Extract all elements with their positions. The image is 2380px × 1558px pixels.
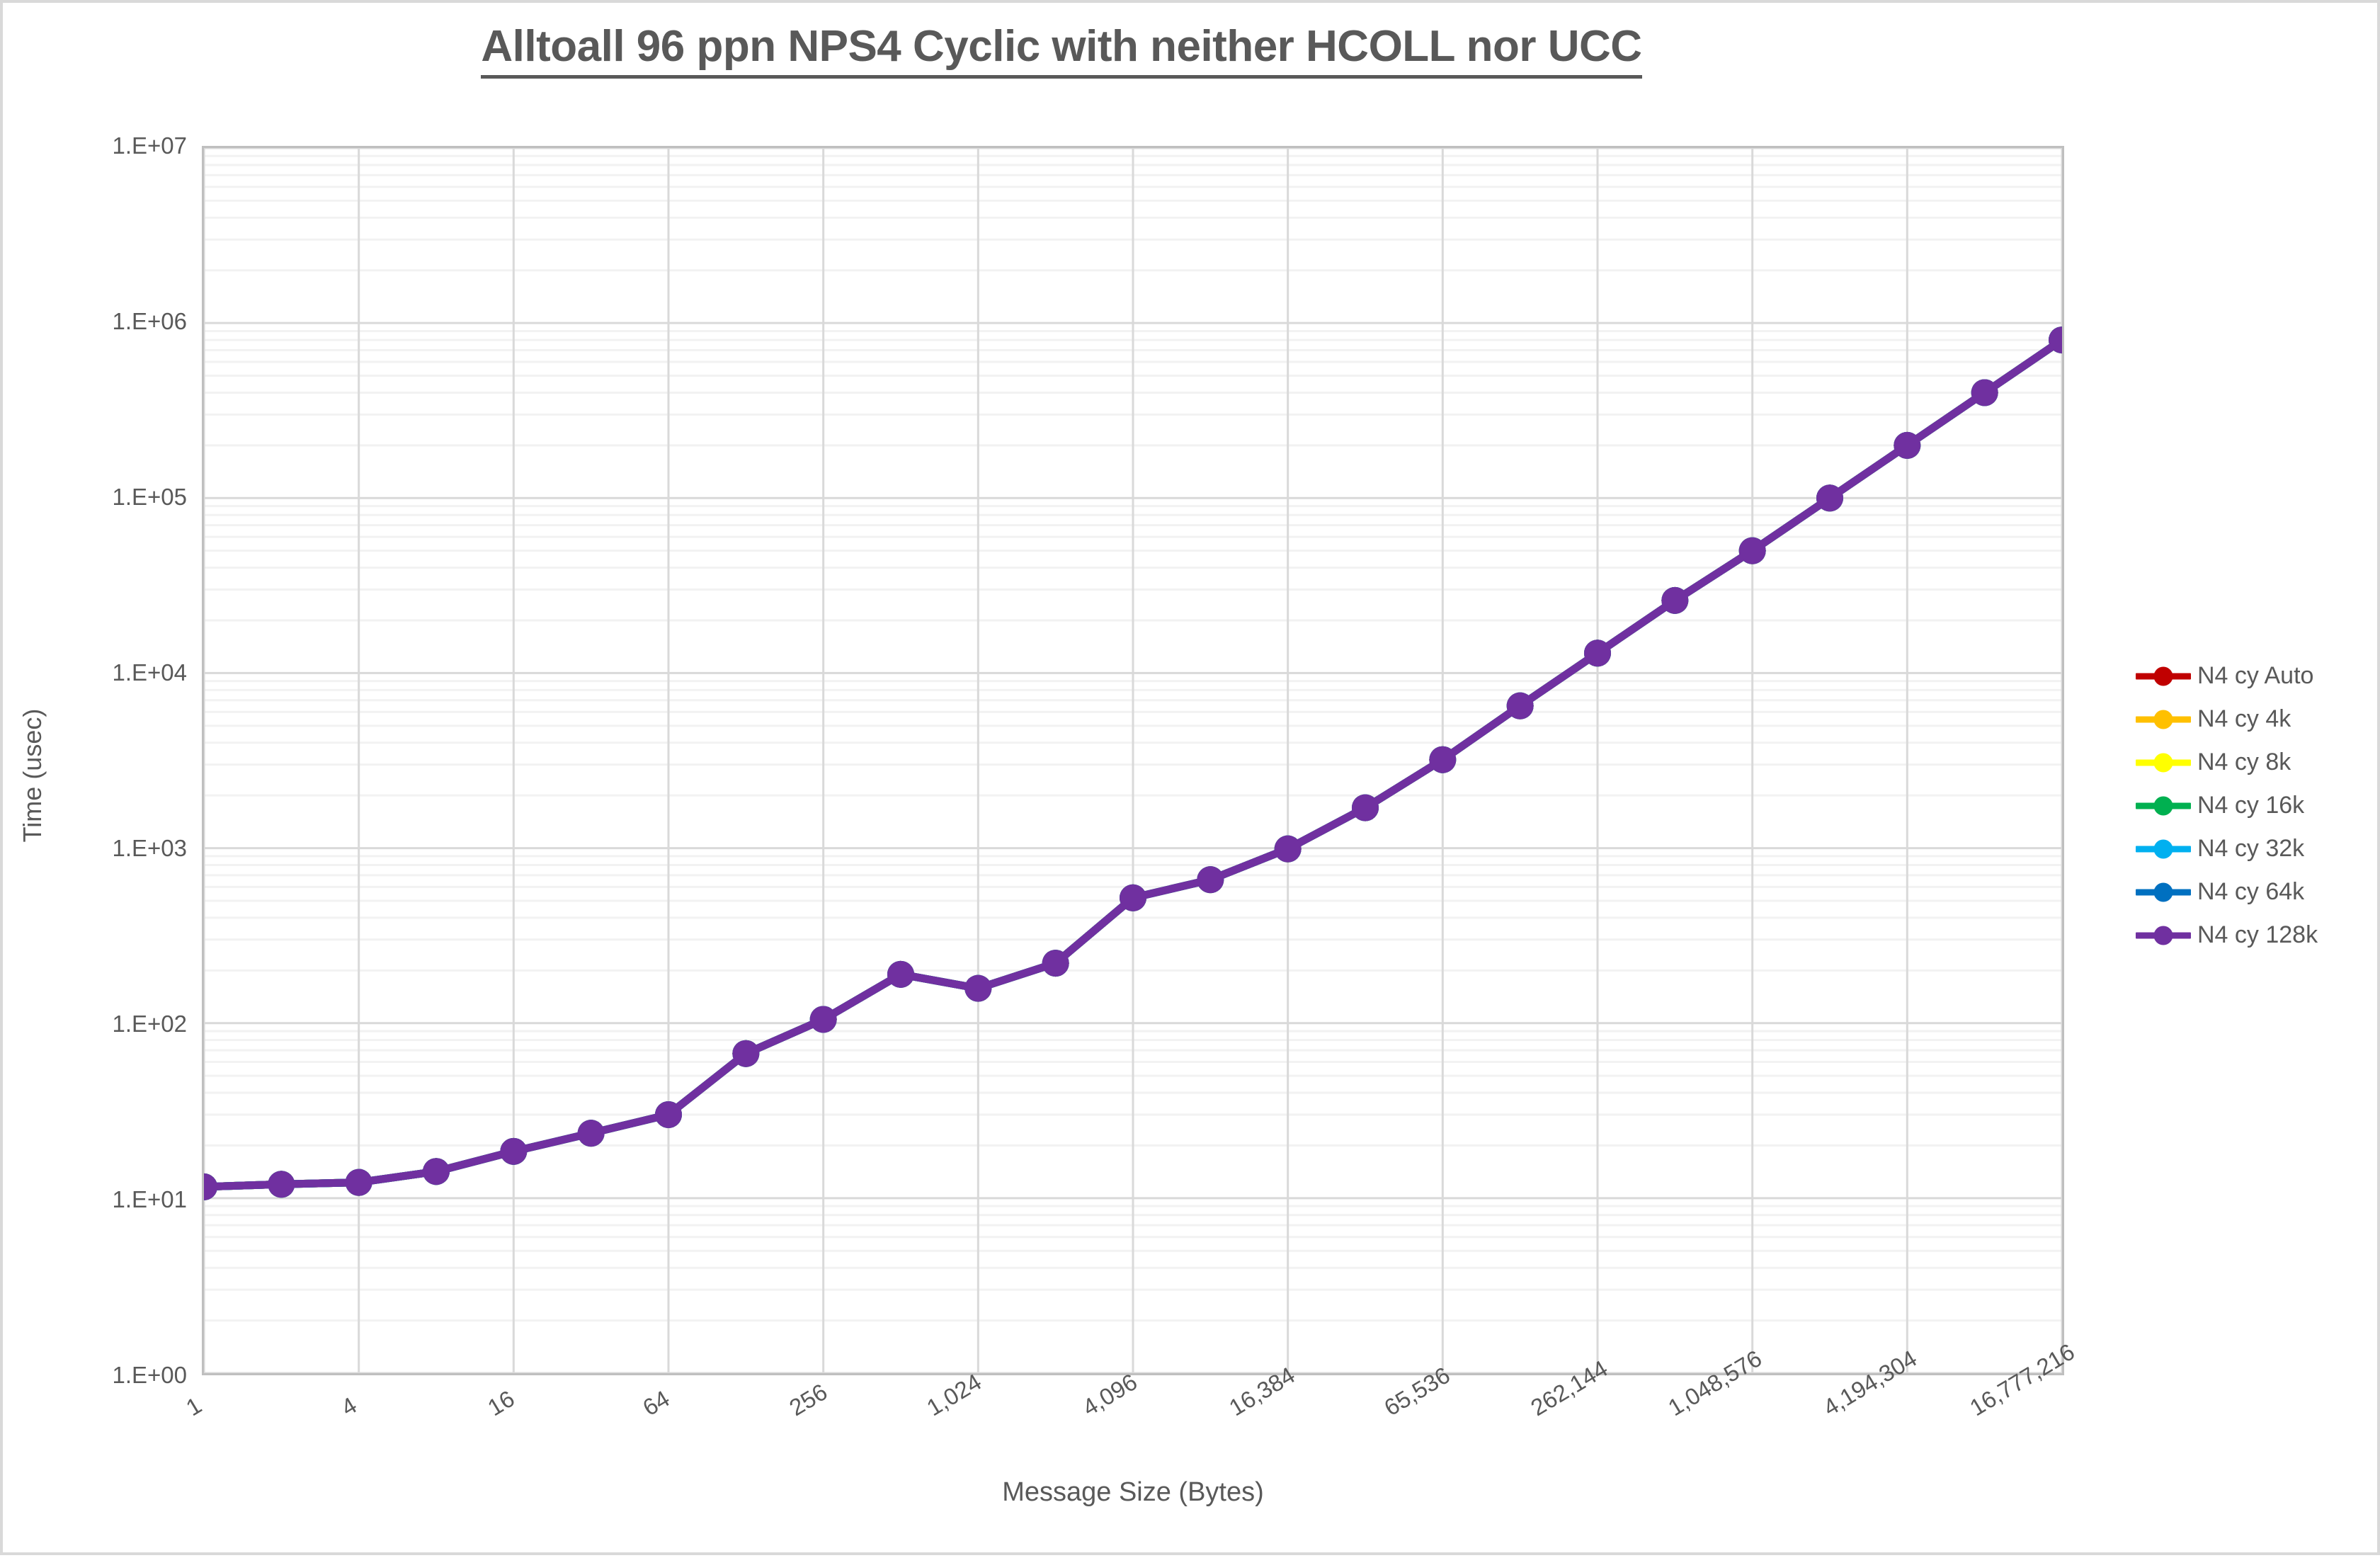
- y-axis-tick-label: 1.E+07: [112, 132, 187, 159]
- data-point: [964, 974, 992, 1002]
- legend-item-n4-cy-64k[interactable]: N4 cy 64k: [2136, 870, 2369, 914]
- plot-area: [202, 146, 2064, 1375]
- x-axis-tick-label: 4,096: [1077, 1368, 1141, 1421]
- legend-item-n4-cy-32k[interactable]: N4 cy 32k: [2136, 827, 2369, 870]
- y-axis-tick-label: 1.E+04: [112, 659, 187, 686]
- data-point: [500, 1137, 528, 1165]
- x-axis-tick-label: 256: [784, 1378, 832, 1421]
- legend-item-n4-cy-16k[interactable]: N4 cy 16k: [2136, 784, 2369, 827]
- data-point: [1738, 537, 1766, 564]
- legend-label: N4 cy 16k: [2197, 792, 2305, 819]
- legend-marker-icon: [2136, 709, 2191, 730]
- data-point: [2049, 326, 2062, 354]
- y-axis-tick-label: 1.E+02: [112, 1011, 187, 1037]
- legend-label: N4 cy 4k: [2197, 705, 2291, 732]
- legend-label: N4 cy 32k: [2197, 835, 2305, 862]
- y-axis-tick-label: 1.E+06: [112, 308, 187, 334]
- x-axis-title: Message Size (Bytes): [1002, 1477, 1264, 1507]
- x-axis-tick-label: 16,777,216: [1965, 1338, 2080, 1421]
- legend-dot-swatch: [2153, 666, 2173, 686]
- data-point: [1971, 379, 1998, 406]
- legend-label: N4 cy Auto: [2197, 662, 2314, 689]
- data-point: [887, 960, 914, 988]
- gridlines: [204, 148, 2062, 1373]
- data-point: [1120, 884, 1146, 911]
- x-axis-tick-label: 1,048,576: [1663, 1345, 1767, 1421]
- legend-item-n4-cy-4k[interactable]: N4 cy 4k: [2136, 698, 2369, 741]
- legend-marker-icon: [2136, 795, 2191, 817]
- data-point: [1584, 639, 1611, 667]
- legend-marker-icon: [2136, 925, 2191, 946]
- x-axis-tick-label: 4: [336, 1392, 361, 1421]
- data-point: [268, 1171, 295, 1198]
- legend-dot-swatch: [2153, 926, 2173, 945]
- chart-title-text: Alltoall 96 ppn NPS4 Cyclic with neither…: [481, 22, 1642, 79]
- data-point: [1352, 794, 1379, 821]
- data-point: [423, 1158, 450, 1185]
- legend-item-n4-cy-8k[interactable]: N4 cy 8k: [2136, 741, 2369, 784]
- legend-dot-swatch: [2153, 753, 2173, 772]
- data-point: [1197, 866, 1224, 894]
- data-point: [655, 1101, 682, 1128]
- x-axis-tick-label: 64: [638, 1384, 674, 1421]
- legend-marker-icon: [2136, 752, 2191, 773]
- x-axis-tick-label: 1,024: [922, 1368, 986, 1421]
- x-axis-tick-label: 262,144: [1525, 1355, 1612, 1421]
- x-axis-tick-label: 4,194,304: [1818, 1345, 1922, 1421]
- data-point: [732, 1040, 760, 1067]
- series-lines: [204, 326, 2062, 1200]
- data-point: [577, 1120, 605, 1147]
- y-axis-tick-label: 1.E+01: [112, 1186, 187, 1212]
- data-point: [1894, 431, 1921, 459]
- y-axis-tick-label: 1.E+05: [112, 484, 187, 510]
- x-axis-tick-label: 65,536: [1379, 1361, 1454, 1421]
- data-point: [809, 1006, 837, 1033]
- x-axis-tick-labels: 1 4 16 64 256 1,024 4,096 16,384 65,536 262,144 1,…: [3, 3, 2380, 1558]
- x-axis-tick-label: 1: [181, 1392, 206, 1421]
- y-axis-tick-label: 1.E+00: [112, 1362, 187, 1388]
- legend-marker-icon: [2136, 838, 2191, 860]
- legend-item-n4-cy-128k[interactable]: N4 cy 128k: [2136, 914, 2369, 957]
- data-point: [204, 1173, 217, 1200]
- data-point: [1274, 835, 1302, 863]
- legend-label: N4 cy 128k: [2197, 921, 2318, 948]
- chart-title: Alltoall 96 ppn NPS4 Cyclic with neither…: [3, 21, 2120, 79]
- y-axis-tick-label: 1.E+03: [112, 835, 187, 861]
- data-point: [1429, 746, 1457, 773]
- data-point: [345, 1168, 372, 1196]
- data-point: [1661, 586, 1689, 614]
- legend-label: N4 cy 64k: [2197, 878, 2305, 905]
- x-axis-tick-label: 16,384: [1224, 1361, 1299, 1421]
- legend-dot-swatch: [2153, 882, 2173, 902]
- legend-dot-swatch: [2153, 839, 2173, 858]
- y-axis-tick-labels: 1.E+07 1.E+06 1.E+05 1.E+04 1.E+03 1.E+02 1.E+…: [28, 3, 187, 1558]
- legend-item-n4-cy-auto[interactable]: N4 cy Auto: [2136, 654, 2369, 698]
- chart-legend: N4 cy Auto N4 cy 4k N4 cy 8k N4 cy 16k N4 cy…: [2136, 654, 2369, 957]
- data-point: [1816, 484, 1843, 512]
- legend-marker-icon: [2136, 882, 2191, 903]
- data-point: [1506, 692, 1534, 720]
- legend-dot-swatch: [2153, 710, 2173, 729]
- data-point: [1042, 950, 1069, 977]
- x-axis-tick-label: 16: [482, 1384, 519, 1421]
- legend-marker-icon: [2136, 666, 2191, 687]
- legend-label: N4 cy 8k: [2197, 749, 2291, 775]
- legend-dot-swatch: [2153, 796, 2173, 815]
